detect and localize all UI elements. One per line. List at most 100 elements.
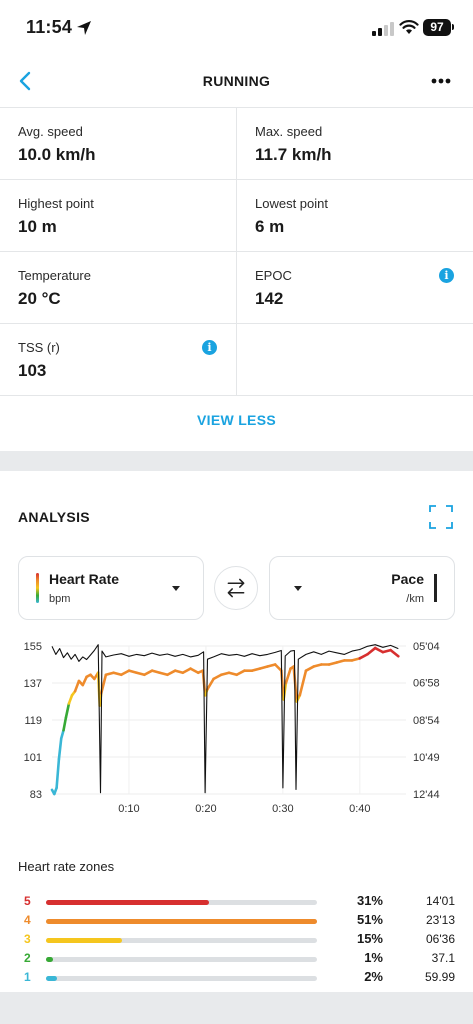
section-divider <box>0 451 473 471</box>
info-icon[interactable]: i <box>439 268 454 283</box>
right-metric-selector[interactable]: Pace /km <box>269 556 455 620</box>
analysis-title: ANALYSIS <box>18 509 90 525</box>
left-metric-title: Heart Rate <box>49 571 120 587</box>
zone-bar-fill <box>46 957 53 962</box>
heart-rate-line-segment <box>135 671 146 677</box>
heart-rate-line-segment <box>298 669 308 697</box>
stat-highest-point: Highest point 10 m <box>0 180 237 252</box>
status-time: 11:54 <box>26 17 73 37</box>
heart-rate-line-segment <box>366 646 377 656</box>
stat-value: 11.7 km/h <box>255 145 332 164</box>
heart-rate-line-segment <box>212 673 223 681</box>
stat-tss: TSS (r) 103 i <box>0 324 237 396</box>
zone-number: 3 <box>24 932 31 946</box>
heart-rate-line-segment <box>381 648 392 654</box>
zone-number: 2 <box>24 951 31 965</box>
left-axis-ticks: 155 137 119 101 83 <box>24 641 42 801</box>
analysis-chart-svg: 155 137 119 101 83 05'04 06'58 08'54 10'49 12'44… <box>24 641 440 815</box>
pace-line <box>51 644 399 794</box>
pace-line-legend-icon <box>434 574 437 602</box>
x-axis-tick-label: 0:40 <box>349 803 370 815</box>
heart-rate-line-segment <box>389 648 400 658</box>
heart-rate-line-segment <box>220 671 231 677</box>
nav-bar: RUNNING <box>0 56 473 108</box>
zone-duration: 14'01 <box>426 894 455 908</box>
location-arrow-icon <box>77 21 91 35</box>
heart-rate-line-segment <box>181 667 192 675</box>
left-axis-tick-label: 137 <box>24 678 42 690</box>
zone-percent: 1% <box>364 950 383 965</box>
right-metric-unit: /km <box>406 593 424 605</box>
heart-rate-line-segment <box>112 671 123 677</box>
zone-percent: 2% <box>364 969 383 984</box>
zone-bar-track <box>46 957 317 962</box>
zone-duration: 59.99 <box>424 970 455 984</box>
left-metric-selector[interactable]: Heart Rate bpm <box>18 556 204 620</box>
stat-lowest-point: Lowest point 6 m <box>236 180 473 252</box>
zone-duration: 23'13 <box>426 913 455 927</box>
stat-label: Lowest point <box>255 196 328 211</box>
zone-bar-track <box>46 900 317 905</box>
heart-rate-line-segment <box>266 663 277 668</box>
battery-tip <box>452 24 454 30</box>
back-chevron-icon[interactable] <box>10 64 44 98</box>
stat-epoc: EPOC 142 i <box>236 252 473 324</box>
zone-percent: 51% <box>356 912 383 927</box>
zone-bar-fill <box>46 938 122 943</box>
pace-series <box>51 644 399 794</box>
heart-rate-line-segment <box>150 669 162 675</box>
heart-rate-line-segment <box>189 667 200 675</box>
heart-rate-line-segment <box>206 677 215 691</box>
heart-rate-line-segment <box>327 661 339 666</box>
battery-indicator: 97 <box>423 19 451 36</box>
heart-rate-line-segment <box>284 667 292 685</box>
stat-value: 103 <box>18 361 47 380</box>
info-icon[interactable]: i <box>202 340 217 355</box>
heart-rate-line-segment <box>304 665 315 672</box>
x-axis-tick-label: 0:30 <box>272 803 293 815</box>
zone-bar-fill <box>46 900 209 905</box>
heart-rate-line-segment <box>350 657 362 662</box>
analysis-chart[interactable]: 155 137 119 101 83 05'04 06'58 08'54 10'49 12'44… <box>0 632 473 822</box>
section-divider <box>0 992 473 1024</box>
swap-arrows-icon[interactable] <box>214 566 258 610</box>
heart-rate-line-segment <box>59 728 65 740</box>
left-metric-unit: bpm <box>49 593 71 605</box>
heart-rate-line-segment <box>235 669 246 677</box>
stat-value: 142 <box>255 289 284 308</box>
heart-rate-line-segment <box>312 663 323 668</box>
view-less-button[interactable]: VIEW LESS <box>197 412 276 428</box>
zone-number: 1 <box>24 970 31 984</box>
right-axis-tick-label: 10'49 <box>413 752 440 764</box>
heart-rate-line-segment <box>81 675 88 687</box>
heart-rate-line-segment <box>57 737 63 761</box>
heart-rate-line-segment <box>62 716 68 732</box>
zone-bar-fill <box>46 976 57 981</box>
zone-bar-fill <box>46 919 317 924</box>
heart-rate-line-segment <box>127 669 138 675</box>
page-title: RUNNING <box>202 73 271 89</box>
heart-rate-line-segment <box>250 667 262 672</box>
heart-rate-line-segment <box>173 669 185 675</box>
stat-value: 20 °C <box>18 289 61 308</box>
wifi-icon <box>399 20 419 34</box>
zone-bar-track <box>46 938 317 943</box>
heart-rate-line-segment <box>258 665 269 670</box>
right-axis-ticks: 05'04 06'58 08'54 10'49 12'44 <box>413 641 440 801</box>
zone-row: 2 1% 37.1 <box>0 950 473 968</box>
heart-rate-line-segment <box>143 669 154 677</box>
stat-label: Highest point <box>18 196 94 211</box>
chevron-down-icon <box>172 586 180 591</box>
stat-value: 10.0 km/h <box>18 145 96 164</box>
zone-row: 4 51% 23'13 <box>0 912 473 930</box>
zone-percent: 15% <box>356 931 383 946</box>
right-axis-tick-label: 05'04 <box>413 641 440 653</box>
more-options-icon[interactable] <box>424 68 458 94</box>
expand-fullscreen-icon[interactable] <box>428 504 454 530</box>
heart-rate-line-segment <box>158 671 169 677</box>
chevron-down-icon <box>294 586 302 591</box>
left-axis-tick-label: 119 <box>24 715 42 727</box>
stat-label: Max. speed <box>255 124 323 139</box>
stat-max-speed: Max. speed 11.7 km/h <box>236 108 473 180</box>
zone-percent: 31% <box>356 893 383 908</box>
